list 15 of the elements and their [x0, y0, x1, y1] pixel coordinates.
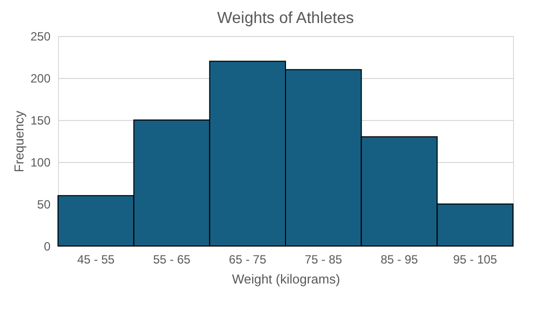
y-tick-label: 250 [30, 30, 51, 44]
x-tick-label: 45 - 55 [77, 252, 115, 266]
x-tick-label: 75 - 85 [304, 252, 342, 266]
x-tick-label: 65 - 75 [228, 252, 267, 266]
x-axis-title: Weight (kilograms) [232, 272, 340, 286]
x-tick-label: 85 - 95 [380, 252, 418, 266]
y-tick-label: 150 [30, 114, 51, 128]
x-tick-label: 55 - 65 [153, 252, 191, 266]
y-tick-label: 50 [37, 198, 51, 212]
x-tick-label: 95 - 105 [453, 252, 498, 266]
y-tick-label: 0 [44, 240, 51, 254]
y-tick-label: 100 [30, 156, 51, 170]
y-axis-title: Frequency [11, 110, 26, 172]
chart-title: Weights of Athletes [217, 10, 354, 27]
y-tick-label: 200 [30, 72, 51, 86]
